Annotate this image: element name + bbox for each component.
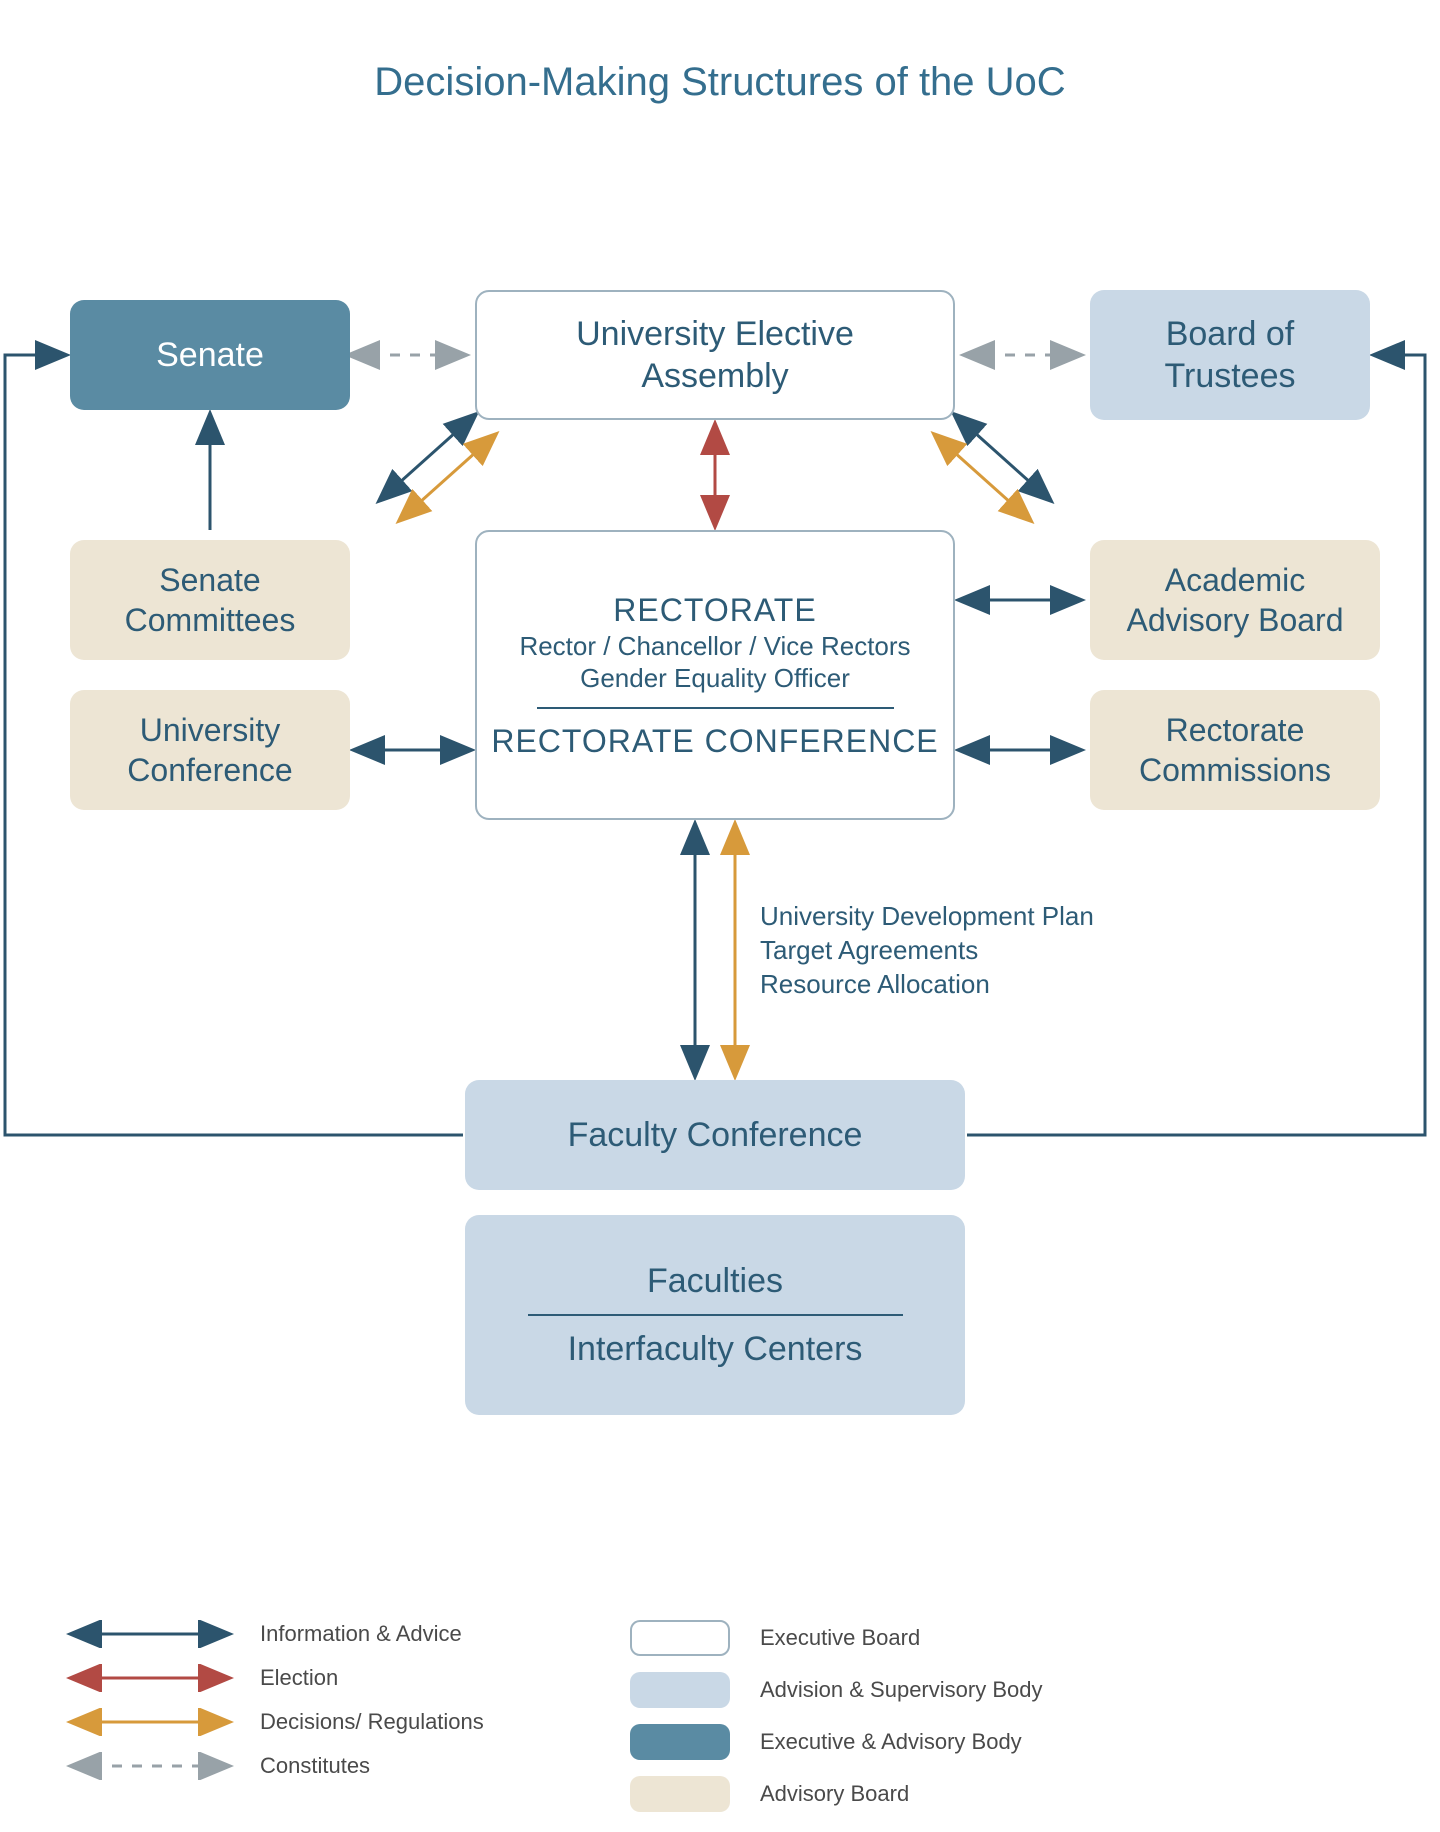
connectors-layer	[0, 0, 1440, 1832]
node-trustees-label: Board of Trustees	[1164, 313, 1295, 398]
node-senate: Senate	[70, 300, 350, 410]
rectorate-title2: RECTORATE CONFERENCE	[491, 721, 938, 761]
rectorate-divider	[537, 707, 894, 709]
legend-arrow-label-decision: Decisions/ Regulations	[260, 1709, 560, 1735]
legend-shape-outline	[630, 1620, 760, 1656]
node-senate-label: Senate	[156, 334, 264, 377]
legend-shape-exec_advisory	[630, 1724, 760, 1760]
legend-shape-advisory_supervisory	[630, 1672, 760, 1708]
faculties-divider	[528, 1314, 903, 1316]
node-academic-advisory-board: Academic Advisory Board	[1090, 540, 1380, 660]
node-uea-label: University Elective Assembly	[576, 313, 854, 398]
node-rectorate: RECTORATE Rector / Chancellor / Vice Rec…	[475, 530, 955, 820]
side-label-line3: Resource Allocation	[760, 968, 1094, 1002]
node-university-elective-assembly: University Elective Assembly	[475, 290, 955, 420]
legend-shape-label-outline: Executive Board	[760, 1625, 1090, 1651]
rectorate-sub2: Gender Equality Officer	[580, 662, 850, 695]
faculties-line1: Faculties	[647, 1260, 783, 1303]
legend-arrow-info	[60, 1620, 260, 1648]
node-faculty-conference: Faculty Conference	[465, 1080, 965, 1190]
node-sencom-label: Senate Committees	[125, 560, 296, 640]
node-rectcom-label: Rectorate Commissions	[1139, 710, 1331, 790]
node-faculties: Faculties Interfaculty Centers	[465, 1215, 965, 1415]
legend-arrow-decision	[60, 1708, 260, 1736]
legend-arrow-constitutes	[60, 1752, 260, 1780]
legend-shape-label-advisory_supervisory: Advision & Supervisory Body	[760, 1677, 1090, 1703]
node-rectorate-commissions: Rectorate Commissions	[1090, 690, 1380, 810]
side-label-line1: University Development Plan	[760, 900, 1094, 934]
legend-shape-label-advisory_board: Advisory Board	[760, 1781, 1090, 1807]
legend-arrow-label-info: Information & Advice	[260, 1621, 560, 1647]
faculties-line2: Interfaculty Centers	[568, 1328, 863, 1371]
node-facconf-label: Faculty Conference	[568, 1114, 863, 1157]
legend-shape-label-exec_advisory: Executive & Advisory Body	[760, 1729, 1090, 1755]
legend-shape-advisory_board	[630, 1776, 760, 1812]
legend-arrow-election	[60, 1664, 260, 1692]
legend-arrow-label-constitutes: Constitutes	[260, 1753, 560, 1779]
page-title: Decision-Making Structures of the UoC	[0, 60, 1440, 105]
rectorate-sub1: Rector / Chancellor / Vice Rectors	[519, 630, 910, 663]
node-acad-label: Academic Advisory Board	[1127, 560, 1344, 640]
legend-arrow-label-election: Election	[260, 1665, 560, 1691]
rectorate-title: RECTORATE	[613, 590, 816, 630]
legend-arrows: Information & Advice Election Decisions/ R…	[60, 1620, 560, 1780]
side-label-dev-plan: University Development Plan Target Agree…	[760, 900, 1094, 1001]
node-uniconf-label: University Conference	[127, 710, 292, 790]
node-board-of-trustees: Board of Trustees	[1090, 290, 1370, 420]
legend-shapes: Executive Board Advision & Supervisory Bo…	[630, 1620, 1090, 1812]
node-senate-committees: Senate Committees	[70, 540, 350, 660]
side-label-line2: Target Agreements	[760, 934, 1094, 968]
node-university-conference: University Conference	[70, 690, 350, 810]
